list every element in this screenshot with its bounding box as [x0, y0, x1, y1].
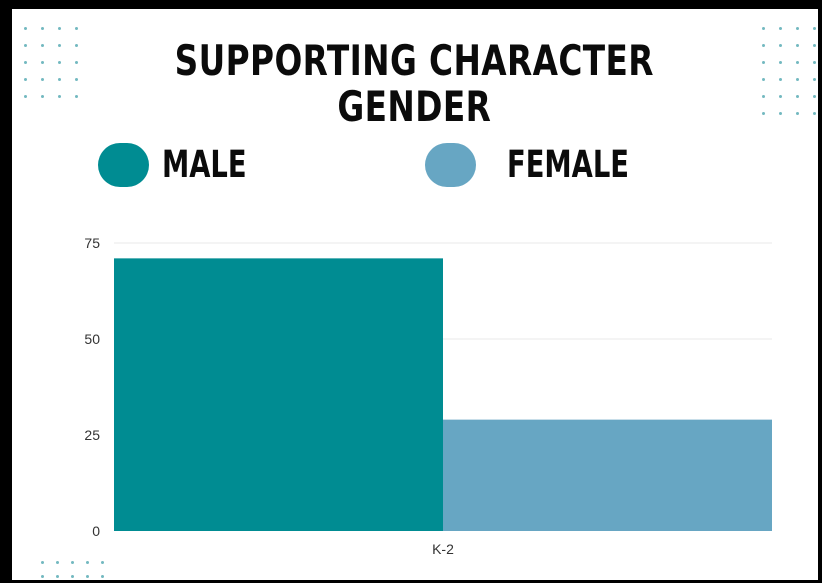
decorative-dot	[56, 575, 59, 578]
decorative-dot	[41, 78, 44, 81]
decorative-dot	[779, 78, 782, 81]
legend-label-male: MALE	[162, 143, 247, 186]
decorative-dot	[58, 44, 61, 47]
decorative-dot	[58, 27, 61, 30]
decorative-dot	[796, 112, 799, 115]
decorative-dot	[779, 44, 782, 47]
y-tick-label: 50	[84, 331, 100, 347]
decorative-dot	[762, 95, 765, 98]
legend-label-female: FEMALE	[507, 143, 629, 186]
decorative-dot	[86, 561, 89, 564]
decorative-dot	[41, 561, 44, 564]
decorative-dot	[75, 78, 78, 81]
bar-female	[443, 419, 772, 531]
chart-title: SUPPORTING CHARACTER GENDER	[94, 38, 735, 130]
decorative-dot	[813, 61, 816, 64]
y-tick-label: 75	[84, 235, 100, 251]
legend-swatch-male	[98, 143, 149, 187]
decorative-dot	[796, 78, 799, 81]
decorative-dot	[75, 95, 78, 98]
decorative-dot	[762, 27, 765, 30]
decorative-dot	[779, 61, 782, 64]
y-tick-label: 0	[92, 523, 100, 539]
decorative-dot	[58, 78, 61, 81]
decorative-dot	[762, 44, 765, 47]
decorative-dot	[762, 61, 765, 64]
y-tick-label: 25	[84, 427, 100, 443]
chart-title-line-1: SUPPORTING CHARACTER	[174, 36, 654, 85]
decorative-dot	[56, 561, 59, 564]
decorative-dot	[796, 61, 799, 64]
decorative-dot	[813, 95, 816, 98]
decorative-dot	[41, 575, 44, 578]
decorative-dot	[24, 27, 27, 30]
decorative-dot	[71, 561, 74, 564]
x-category-label: K-2	[432, 541, 454, 557]
decorative-dot	[41, 61, 44, 64]
decorative-dot	[75, 44, 78, 47]
decorative-dot	[796, 95, 799, 98]
decorative-dot	[75, 61, 78, 64]
decorative-dot	[796, 27, 799, 30]
decorative-dot	[75, 27, 78, 30]
decorative-dot	[813, 27, 816, 30]
decorative-dot	[813, 112, 816, 115]
decorative-dot	[86, 575, 89, 578]
decorative-dot	[779, 95, 782, 98]
decorative-dot	[71, 575, 74, 578]
decorative-dot	[41, 44, 44, 47]
decorative-dot	[41, 95, 44, 98]
decorative-dot	[24, 78, 27, 81]
decorative-dot	[762, 78, 765, 81]
decorative-dot	[58, 95, 61, 98]
decorative-dot	[24, 95, 27, 98]
decorative-dot	[779, 27, 782, 30]
chart-title-line-2: GENDER	[337, 82, 492, 131]
decorative-dot	[41, 27, 44, 30]
decorative-dot	[101, 575, 104, 578]
decorative-dot	[58, 61, 61, 64]
decorative-dot	[762, 112, 765, 115]
decorative-dot	[24, 44, 27, 47]
decorative-dot	[24, 61, 27, 64]
decorative-dot	[779, 112, 782, 115]
bar-male	[114, 258, 443, 531]
decorative-dot	[813, 44, 816, 47]
legend-swatch-female	[425, 143, 476, 187]
decorative-dot	[796, 44, 799, 47]
decorative-dot	[101, 561, 104, 564]
decorative-dot	[813, 78, 816, 81]
